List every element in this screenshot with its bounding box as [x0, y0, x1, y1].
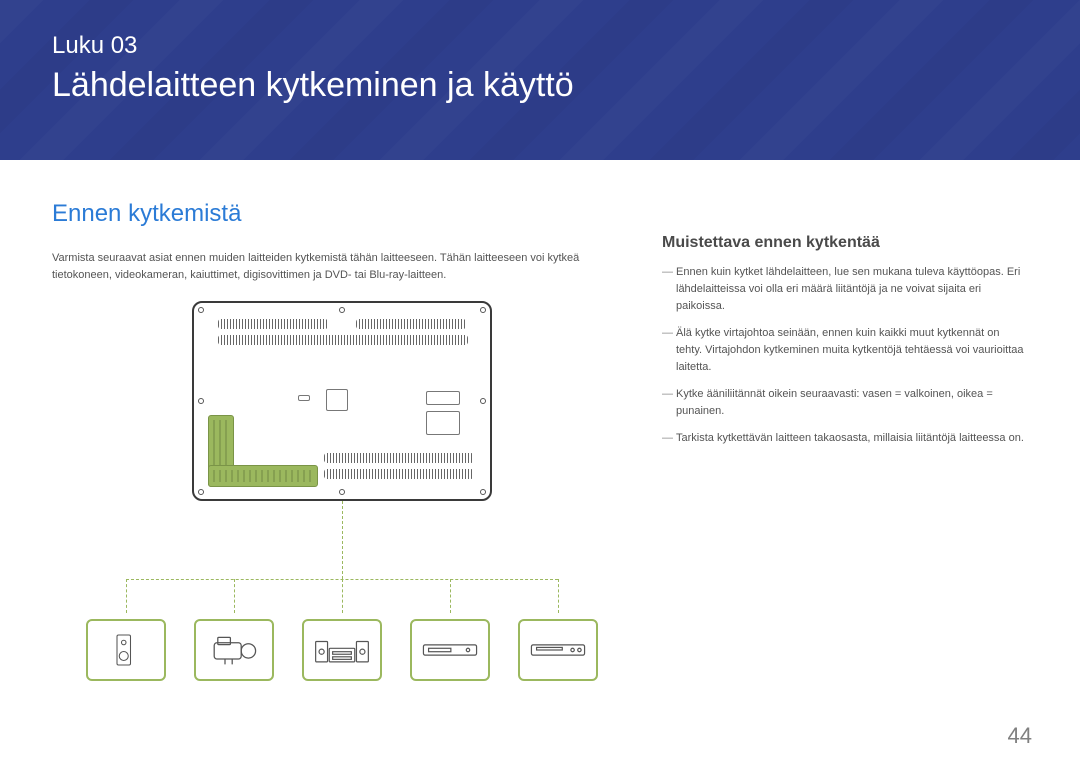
bluray-icon: [528, 639, 588, 661]
speaker-icon: [111, 630, 141, 670]
port-cluster: [208, 415, 318, 487]
note-item: Tarkista kytkettävän laitteen takaosasta…: [662, 430, 1028, 447]
device-row: [86, 619, 598, 681]
notes-list: Ennen kuin kytket lähdelaitteen, lue sen…: [662, 264, 1028, 447]
chapter-header: Luku 03 Lähdelaitteen kytkeminen ja käyt…: [0, 0, 1080, 160]
connection-diagram: [52, 301, 612, 681]
camcorder-icon: [207, 632, 261, 668]
dvd-icon: [420, 639, 480, 661]
device-dvd: [410, 619, 490, 681]
subsection-heading: Muistettava ennen kytkentää: [662, 234, 1028, 252]
note-item: Älä kytke virtajohtoa seinään, ennen kui…: [662, 325, 1028, 376]
device-back-panel: [192, 301, 492, 501]
right-column: Muistettava ennen kytkentää Ennen kuin k…: [662, 200, 1028, 681]
intro-paragraph: Varmista seuraavat asiat ennen muiden la…: [52, 250, 622, 283]
device-speaker: [86, 619, 166, 681]
device-stereo: [302, 619, 382, 681]
device-bluray: [518, 619, 598, 681]
note-item: Kytke ääniliitännät oikein seuraavasti: …: [662, 386, 1028, 420]
device-camcorder: [194, 619, 274, 681]
chapter-label: Luku 03: [52, 32, 1028, 60]
section-heading: Ennen kytkemistä: [52, 200, 622, 228]
stereo-icon: [312, 633, 372, 667]
page-number: 44: [1008, 723, 1032, 749]
content-area: Ennen kytkemistä Varmista seuraavat asia…: [0, 160, 1080, 681]
chapter-title: Lähdelaitteen kytkeminen ja käyttö: [52, 66, 1028, 105]
note-item: Ennen kuin kytket lähdelaitteen, lue sen…: [662, 264, 1028, 315]
left-column: Ennen kytkemistä Varmista seuraavat asia…: [52, 200, 622, 681]
